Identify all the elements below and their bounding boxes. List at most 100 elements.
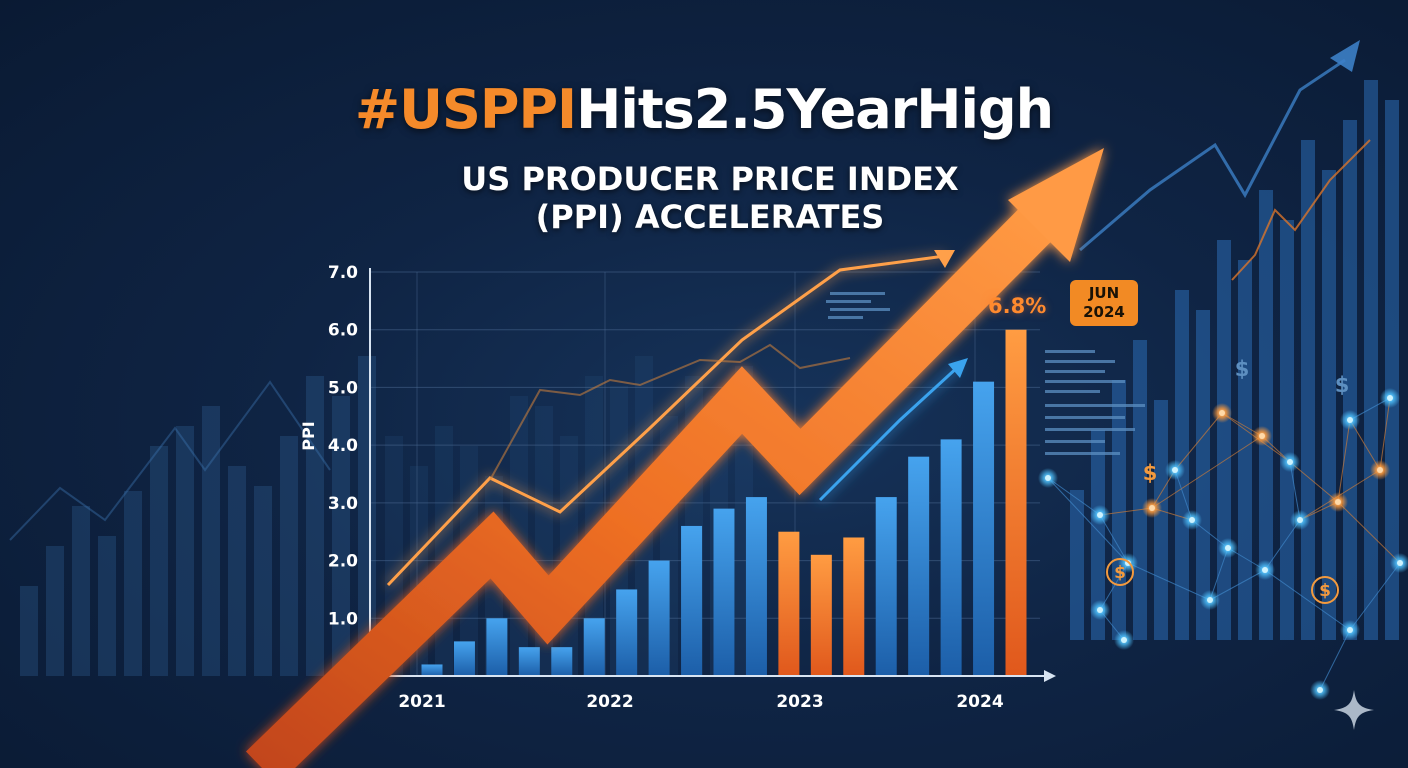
background-bar: [254, 486, 272, 676]
network-node: [1097, 512, 1103, 518]
network-edge: [1047, 477, 1101, 516]
network-edge: [1047, 477, 1129, 564]
network-node: [1335, 499, 1341, 505]
background-bar: [1070, 490, 1084, 640]
svg-text:$: $: [1143, 461, 1158, 485]
bar: [681, 525, 703, 676]
background-bar: [358, 356, 376, 676]
y-tick-label: 3.0: [328, 494, 358, 514]
dollar-icon: $: [1235, 357, 1250, 381]
network-node: [1207, 597, 1213, 603]
x-tick-label: 2021: [398, 692, 445, 712]
bar: [583, 618, 605, 676]
dollar-icon: $: [1143, 461, 1158, 485]
background-bar: [332, 396, 350, 676]
background-trend-line-left: [9, 380, 331, 541]
background-bar: [1112, 380, 1126, 640]
bar: [973, 381, 995, 676]
headline-hashtag: #USPPI: [354, 78, 577, 141]
network-edge: [1337, 419, 1351, 503]
network-edge: [1349, 562, 1401, 631]
dollar-icon: $: [1311, 576, 1339, 604]
subtitle-line-1: US PRODUCER PRICE INDEX: [461, 160, 959, 198]
network-node: [1225, 545, 1231, 551]
background-bar: [306, 376, 324, 676]
bar: [745, 497, 767, 676]
network-edge: [1264, 519, 1301, 571]
network-node: [1172, 467, 1178, 473]
network-node: [1347, 417, 1353, 423]
network-node: [1189, 517, 1195, 523]
network-edge: [1151, 435, 1263, 509]
big-trend-arrow: [245, 148, 1104, 768]
bar: [421, 664, 443, 676]
network-edge: [1289, 461, 1339, 503]
background-ticker-lines: [826, 292, 1145, 455]
network-edge: [1337, 501, 1401, 564]
network-node: [1297, 517, 1303, 523]
background-trend-arrow-right: [1079, 40, 1371, 281]
network-edge: [1379, 397, 1391, 471]
network-node: [1287, 459, 1293, 465]
headline: #USPPIHits2.5YearHigh: [0, 78, 1408, 141]
background-bar: [46, 546, 64, 676]
background-bar: [585, 376, 603, 676]
subtitle-line-2: (PPI) ACCELERATES: [535, 198, 885, 236]
svg-text:$: $: [1335, 373, 1350, 397]
x-tick-label: 2024: [956, 692, 1003, 712]
sparkle-icon: [1334, 690, 1374, 730]
background-bar: [1385, 100, 1399, 640]
network-edge: [1264, 569, 1351, 631]
svg-text:$: $: [1319, 581, 1331, 601]
network-node: [1097, 607, 1103, 613]
svg-text:$: $: [1114, 563, 1126, 583]
background-bar: [1091, 430, 1105, 640]
network-edge: [1174, 412, 1223, 471]
network-node: [1045, 475, 1051, 481]
x-tick-labels: 2021 2022 2023 2024: [398, 692, 1003, 712]
thin-blue-trend-arrow: [818, 363, 962, 502]
callout-date-badge: JUN 2024: [1070, 280, 1138, 326]
bar: [518, 647, 540, 676]
background-bar: [1238, 260, 1252, 640]
background-bar: [176, 426, 194, 676]
bar: [940, 439, 962, 676]
network-node: [1347, 627, 1353, 633]
network-node: [1397, 560, 1403, 566]
bar-highlight: [843, 537, 865, 676]
y-axis-label: PPI: [299, 421, 318, 450]
background-bar: [124, 491, 142, 676]
network-node: [1262, 567, 1268, 573]
subtitle: US PRODUCER PRICE INDEX (PPI) ACCELERATE…: [330, 160, 1090, 236]
network-node: [1219, 410, 1225, 416]
chart-axes: [369, 268, 1056, 682]
background-bar: [1364, 80, 1378, 640]
thin-blue-arrowhead: [948, 358, 968, 378]
network-node: [1121, 637, 1127, 643]
trend-arrow-icon: [1330, 40, 1360, 72]
background-bar: [20, 586, 38, 676]
bar: [648, 560, 670, 676]
secondary-trend-line: [489, 343, 851, 481]
y-tick-label: 1.0: [328, 609, 358, 629]
y-tick-label: 2.0: [328, 552, 358, 572]
headline-text: Hits2.5YearHigh: [576, 78, 1054, 141]
background-bar: [228, 466, 246, 676]
x-tick-label: 2022: [586, 692, 633, 712]
background-bar: [72, 506, 90, 676]
y-tick-label: 4.0: [328, 436, 358, 456]
dollar-icon: $: [1106, 558, 1134, 586]
network-node: [1377, 467, 1383, 473]
y-tick-labels: 1.0 2.0 3.0 4.0 5.0 6.0 7.0: [328, 263, 358, 629]
bar: [908, 456, 930, 676]
bar: [713, 508, 735, 676]
bar: [616, 589, 638, 676]
bar: [453, 641, 475, 676]
background-bar: [1322, 170, 1336, 640]
y-tick-label: 6.0: [328, 321, 358, 341]
svg-text:$: $: [1235, 357, 1250, 381]
background-bar: [98, 536, 116, 676]
network-node: [1259, 433, 1265, 439]
